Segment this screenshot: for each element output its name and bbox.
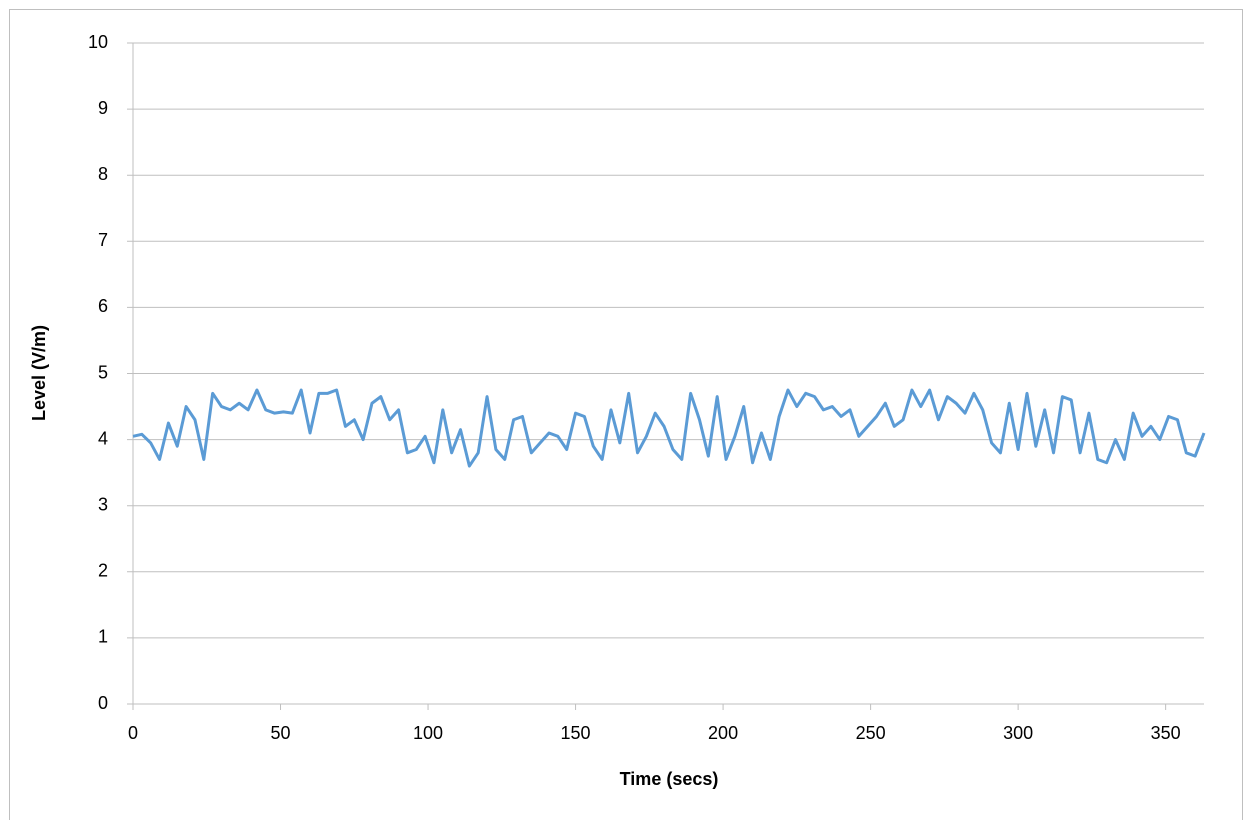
chart-border [9, 9, 1243, 820]
x-tick-label: 0 [128, 723, 138, 743]
x-tick-label: 200 [708, 723, 738, 743]
x-tick-label: 150 [561, 723, 591, 743]
y-tick-label: 8 [98, 164, 108, 184]
y-tick-label: 4 [98, 428, 108, 448]
x-tick-label: 350 [1151, 723, 1181, 743]
y-tick-label: 9 [98, 98, 108, 118]
data-line [132, 388, 1206, 468]
y-tick-label: 6 [98, 296, 108, 316]
y-tick-label: 0 [98, 693, 108, 713]
y-tick-label: 1 [98, 627, 108, 647]
y-tick-label: 3 [98, 494, 108, 514]
x-tick-label: 250 [856, 723, 886, 743]
y-axis-title: Level (V/m) [29, 325, 49, 421]
x-tick-label: 300 [1003, 723, 1033, 743]
x-tick-label: 50 [271, 723, 291, 743]
x-tick-label: 100 [413, 723, 443, 743]
y-tick-label: 7 [98, 230, 108, 250]
y-tick-label: 5 [98, 362, 108, 382]
x-axis-title: Time (secs) [620, 769, 719, 789]
y-tick-label: 2 [98, 561, 108, 581]
y-tick-label: 10 [88, 32, 108, 52]
